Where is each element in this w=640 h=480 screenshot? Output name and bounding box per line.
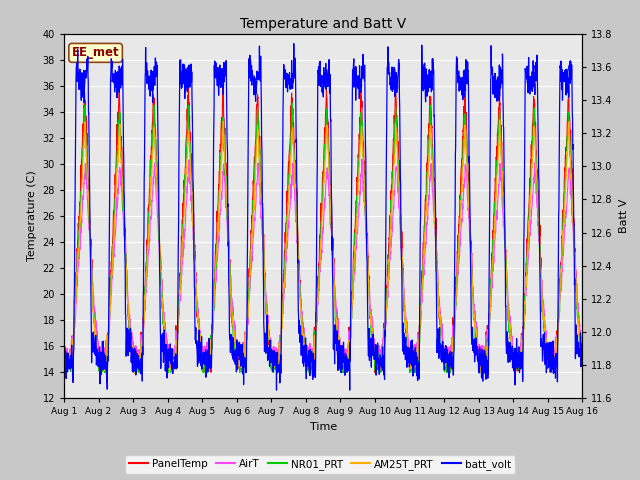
Line: AirT: AirT bbox=[64, 159, 582, 364]
NR01_PRT bbox=[288, 100, 296, 106]
PanelTemp bbox=[184, 78, 192, 84]
NR01_PRT bbox=[339, 370, 346, 375]
PanelTemp bbox=[579, 348, 586, 354]
AM25T_PRT bbox=[131, 370, 138, 376]
PanelTemp bbox=[60, 356, 68, 362]
AirT bbox=[474, 345, 481, 351]
Title: Temperature and Batt V: Temperature and Batt V bbox=[240, 17, 406, 31]
NR01_PRT bbox=[548, 362, 556, 368]
NR01_PRT bbox=[61, 370, 69, 375]
batt_volt bbox=[548, 339, 556, 345]
NR01_PRT bbox=[205, 369, 212, 374]
batt_volt bbox=[533, 52, 541, 58]
batt_volt bbox=[205, 357, 212, 363]
Y-axis label: Temperature (C): Temperature (C) bbox=[27, 170, 37, 262]
X-axis label: Time: Time bbox=[310, 422, 337, 432]
Y-axis label: Batt V: Batt V bbox=[619, 199, 628, 233]
PanelTemp bbox=[349, 249, 357, 255]
AM25T_PRT bbox=[349, 271, 357, 277]
AirT bbox=[205, 345, 212, 350]
PanelTemp bbox=[339, 362, 346, 368]
PanelTemp bbox=[131, 370, 139, 375]
Line: AM25T_PRT: AM25T_PRT bbox=[64, 120, 582, 373]
NR01_PRT bbox=[533, 181, 541, 187]
Legend: PanelTemp, AirT, NR01_PRT, AM25T_PRT, batt_volt: PanelTemp, AirT, NR01_PRT, AM25T_PRT, ba… bbox=[125, 455, 515, 474]
PanelTemp bbox=[474, 354, 482, 360]
batt_volt bbox=[290, 41, 298, 47]
batt_volt bbox=[273, 387, 280, 393]
batt_volt bbox=[349, 60, 357, 65]
AirT bbox=[533, 201, 541, 206]
AirT bbox=[60, 350, 68, 356]
AM25T_PRT bbox=[579, 358, 586, 363]
AirT bbox=[579, 345, 586, 350]
Text: EE_met: EE_met bbox=[72, 47, 120, 60]
AM25T_PRT bbox=[533, 180, 541, 186]
batt_volt bbox=[339, 347, 346, 353]
Line: NR01_PRT: NR01_PRT bbox=[64, 103, 582, 372]
batt_volt bbox=[60, 355, 68, 361]
AM25T_PRT bbox=[474, 354, 481, 360]
NR01_PRT bbox=[60, 363, 68, 369]
NR01_PRT bbox=[474, 356, 482, 362]
AM25T_PRT bbox=[496, 117, 504, 123]
batt_volt bbox=[474, 357, 482, 363]
NR01_PRT bbox=[349, 258, 357, 264]
NR01_PRT bbox=[579, 356, 586, 362]
AM25T_PRT bbox=[60, 363, 68, 369]
AirT bbox=[548, 353, 556, 359]
AM25T_PRT bbox=[548, 358, 556, 363]
AirT bbox=[358, 156, 366, 162]
AirT bbox=[338, 346, 346, 351]
AM25T_PRT bbox=[205, 359, 212, 364]
PanelTemp bbox=[205, 361, 213, 367]
PanelTemp bbox=[548, 361, 556, 367]
AirT bbox=[547, 361, 554, 367]
AM25T_PRT bbox=[338, 360, 346, 366]
Line: batt_volt: batt_volt bbox=[64, 44, 582, 390]
PanelTemp bbox=[533, 167, 541, 173]
Line: PanelTemp: PanelTemp bbox=[64, 81, 582, 372]
batt_volt bbox=[579, 355, 586, 361]
AirT bbox=[349, 296, 357, 301]
